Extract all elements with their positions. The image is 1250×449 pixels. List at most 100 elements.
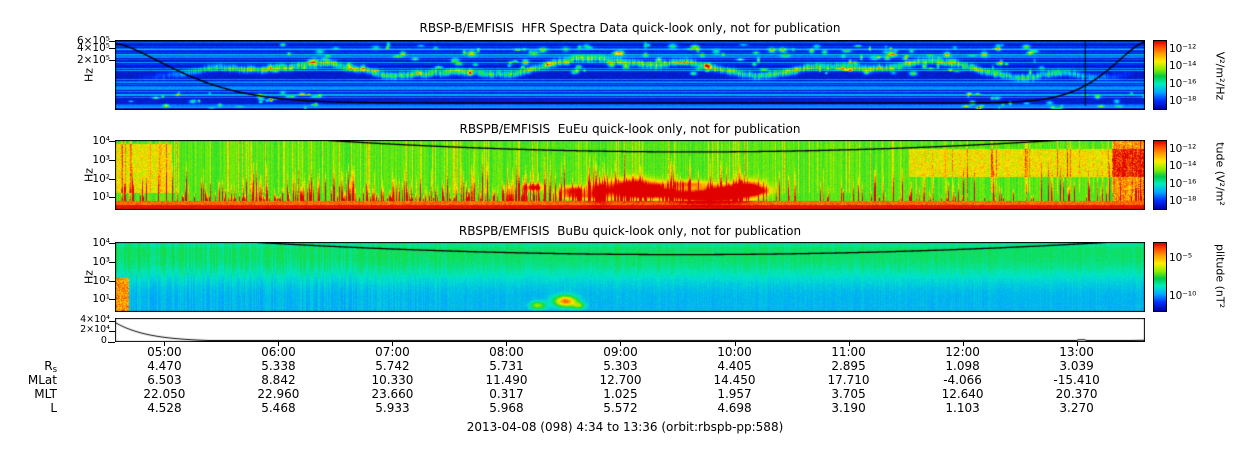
y-tick-mark xyxy=(109,243,115,244)
ephemeris-row-label: MLat xyxy=(27,373,57,387)
ephemeris-row-label: MLT xyxy=(34,387,57,401)
y-tick-mark xyxy=(109,197,115,198)
y-tick-label: 0. xyxy=(100,335,110,346)
ephemeris-value: 5.572 xyxy=(603,401,638,415)
ephemeris-value: 5.968 xyxy=(489,401,524,415)
colorbar-tick-label: 10⁻¹² xyxy=(1169,142,1197,155)
ephemeris-value: 10.330 xyxy=(371,373,414,387)
ephemeris-value: 6.503 xyxy=(147,373,182,387)
ephemeris-value: 3.705 xyxy=(831,387,866,401)
euEu-colorbar-unit-label: tude (V²/m² xyxy=(1213,142,1227,206)
time-tick-label: 06:00 xyxy=(261,345,296,359)
euEu-colorbar xyxy=(1153,140,1167,210)
ephemeris-value: 8.842 xyxy=(261,373,296,387)
ephemeris-value: 22.960 xyxy=(257,387,300,401)
figure-caption: 2013-04-08 (098) 4:34 to 13:36 (orbit:rb… xyxy=(466,420,784,434)
ephemeris-value: 0.317 xyxy=(489,387,524,401)
y-tick-label: 4×10⁴ xyxy=(80,313,110,325)
time-tick-label: 13:00 xyxy=(1059,345,1094,359)
bubu-spectrogram-canvas xyxy=(115,242,1145,312)
euEu-spectrogram-canvas xyxy=(115,140,1145,210)
y-tick-label: 10³ xyxy=(92,255,110,268)
y-tick-mark xyxy=(109,342,115,343)
ephemeris-value: 12.640 xyxy=(941,387,984,401)
ephemeris-value: 14.450 xyxy=(713,373,756,387)
y-tick-label: 10² xyxy=(92,172,110,185)
y-tick-mark xyxy=(109,60,115,61)
colorbar-tick-label: 10⁻¹² xyxy=(1169,42,1197,55)
time-tick-mark xyxy=(620,342,621,346)
hfr-yaxis-label: Hz xyxy=(82,67,96,83)
ephemeris-value: 1.103 xyxy=(945,401,980,415)
time-tick-label: 11:00 xyxy=(831,345,866,359)
panel3-title: RBSPB/EMFISIS BuBu quick-look only, not … xyxy=(458,224,802,238)
y-tick-label: 10³ xyxy=(92,153,110,166)
ephemeris-value: 1.098 xyxy=(945,359,980,373)
hfr-colorbar xyxy=(1153,40,1167,110)
ephemeris-value: 2.895 xyxy=(831,359,866,373)
y-tick-mark xyxy=(109,48,115,49)
ephemeris-value: 3.190 xyxy=(831,401,866,415)
ephemeris-value: 5.742 xyxy=(375,359,410,373)
ephemeris-value: 5.933 xyxy=(375,401,410,415)
colorbar-tick-label: 10⁻¹⁴ xyxy=(1169,160,1197,173)
ephemeris-value: 4.698 xyxy=(717,401,752,415)
time-tick-label: 12:00 xyxy=(945,345,980,359)
ephemeris-value: 3.039 xyxy=(1059,359,1094,373)
y-tick-label: 10⁴ xyxy=(92,135,110,148)
time-tick-label: 10:00 xyxy=(717,345,752,359)
y-tick-label: 10¹ xyxy=(92,293,110,306)
time-tick-mark xyxy=(278,342,279,346)
hfr-colorbar-unit-label: V²/m²/Hz xyxy=(1213,51,1227,101)
y-tick-label: 10⁴ xyxy=(92,237,110,250)
ephemeris-value: 20.370 xyxy=(1055,387,1098,401)
time-tick-label: 09:00 xyxy=(603,345,638,359)
colorbar-tick-label: 10⁻¹⁶ xyxy=(1169,77,1197,90)
time-tick-mark xyxy=(506,342,507,346)
colorbar-tick-label: 10⁻¹⁸ xyxy=(1169,95,1197,108)
bubu-colorbar-unit-label: plitude (nT² xyxy=(1213,243,1227,309)
ephemeris-value: -4.066 xyxy=(943,373,982,387)
auxiliary-line-canvas xyxy=(115,318,1145,342)
ephemeris-value: 4.528 xyxy=(147,401,182,415)
hfr-spectrogram-canvas xyxy=(115,40,1145,110)
y-tick-mark xyxy=(109,321,115,322)
y-tick-label: 6×10⁵ xyxy=(76,35,110,48)
y-tick-label: 2×10⁴ xyxy=(80,324,110,336)
ephemeris-row-label: L xyxy=(50,401,57,415)
y-tick-mark xyxy=(109,299,115,300)
ephemeris-value: 12.700 xyxy=(599,373,642,387)
ephemeris-value: 1.025 xyxy=(603,387,638,401)
colorbar-tick-label: 10⁻¹⁸ xyxy=(1169,195,1197,208)
time-tick-label: 07:00 xyxy=(375,345,410,359)
ephemeris-value: -15.410 xyxy=(1053,373,1100,387)
time-tick-label: 08:00 xyxy=(489,345,524,359)
ephemeris-value: 4.405 xyxy=(717,359,752,373)
colorbar-tick-label: 10⁻¹⁶ xyxy=(1169,177,1197,190)
ephemeris-row-label: Rs xyxy=(44,359,57,375)
panel1-title: RBSP-B/EMFISIS HFR Spectra Data quick-lo… xyxy=(419,21,841,35)
y-tick-mark xyxy=(109,281,115,282)
colorbar-tick-label: 10⁻¹⁴ xyxy=(1169,60,1197,73)
y-tick-mark xyxy=(109,41,115,42)
colorbar-tick-label: 10⁻⁵ xyxy=(1169,251,1193,264)
y-tick-mark xyxy=(109,331,115,332)
y-tick-label: 2×10⁵ xyxy=(76,53,110,66)
ephemeris-value: 22.050 xyxy=(143,387,186,401)
y-tick-mark xyxy=(109,179,115,180)
time-tick-mark xyxy=(963,342,964,346)
ephemeris-value: 5.338 xyxy=(261,359,296,373)
y-tick-label: 10² xyxy=(92,274,110,287)
time-tick-mark xyxy=(1077,342,1078,346)
ephemeris-value: 3.270 xyxy=(1059,401,1094,415)
ephemeris-value: 4.470 xyxy=(147,359,182,373)
time-tick-mark xyxy=(849,342,850,346)
time-tick-mark xyxy=(164,342,165,346)
ephemeris-value: 23.660 xyxy=(371,387,414,401)
time-tick-mark xyxy=(392,342,393,346)
y-tick-label: 10¹ xyxy=(92,191,110,204)
y-tick-mark xyxy=(109,160,115,161)
y-tick-label: 4×10⁵ xyxy=(76,42,110,55)
y-tick-mark xyxy=(109,141,115,142)
